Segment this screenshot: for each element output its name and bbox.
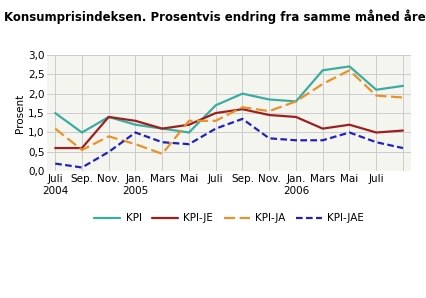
KPI [240,92,245,95]
KPI-JAE [133,131,138,134]
KPI-JAE [213,127,218,131]
KPI-JA [294,100,299,103]
KPI-JA [106,135,111,138]
KPI-JE [213,111,218,115]
KPI-JE [400,129,406,132]
Line: KPI-JE: KPI-JE [55,109,403,148]
KPI-JA [347,69,352,72]
KPI-JAE [106,150,111,154]
KPI-JE [240,107,245,111]
KPI-JE [347,123,352,127]
KPI-JA [133,142,138,146]
KPI-JE [294,115,299,119]
KPI-JE [374,131,379,134]
KPI-JA [267,109,272,113]
KPI-JE [133,119,138,122]
KPI-JAE [79,166,84,169]
KPI [160,127,165,131]
KPI-JA [79,148,84,152]
KPI-JAE [320,139,325,142]
KPI [347,65,352,68]
Line: KPI-JAE: KPI-JAE [55,119,403,167]
KPI-JAE [187,142,192,146]
KPI-JE [267,113,272,117]
KPI [106,115,111,119]
KPI-JE [106,115,111,119]
KPI-JA [213,119,218,122]
KPI [133,123,138,127]
KPI-JAE [267,136,272,140]
KPI-JE [320,127,325,131]
KPI [53,111,58,115]
KPI-JE [53,146,58,150]
KPI-JE [79,146,84,150]
KPI-JA [320,82,325,86]
Legend: KPI, KPI-JE, KPI-JA, KPI-JAE: KPI, KPI-JE, KPI-JA, KPI-JAE [90,209,368,228]
KPI [187,131,192,134]
KPI [374,88,379,91]
KPI-JA [400,96,406,99]
KPI-JA [53,127,58,131]
KPI-JA [240,105,245,109]
KPI-JAE [160,140,165,144]
KPI [320,69,325,72]
KPI-JAE [347,131,352,134]
KPI-JAE [400,146,406,150]
Y-axis label: Prosent: Prosent [15,94,25,133]
Line: KPI-JA: KPI-JA [55,70,403,154]
KPI-JE [187,123,192,127]
KPI-JE [160,127,165,131]
KPI-JA [187,119,192,122]
KPI-JAE [53,162,58,165]
KPI [294,100,299,103]
KPI [400,84,406,88]
KPI [267,98,272,101]
Line: KPI: KPI [55,66,403,133]
KPI-JA [374,94,379,97]
KPI-JAE [240,117,245,121]
KPI-JAE [374,140,379,144]
KPI [79,131,84,134]
Text: Konsumprisindeksen. Prosentvis endring fra samme måned året før: Konsumprisindeksen. Prosentvis endring f… [4,9,426,24]
KPI-JAE [294,139,299,142]
KPI [213,103,218,107]
KPI-JA [160,152,165,156]
